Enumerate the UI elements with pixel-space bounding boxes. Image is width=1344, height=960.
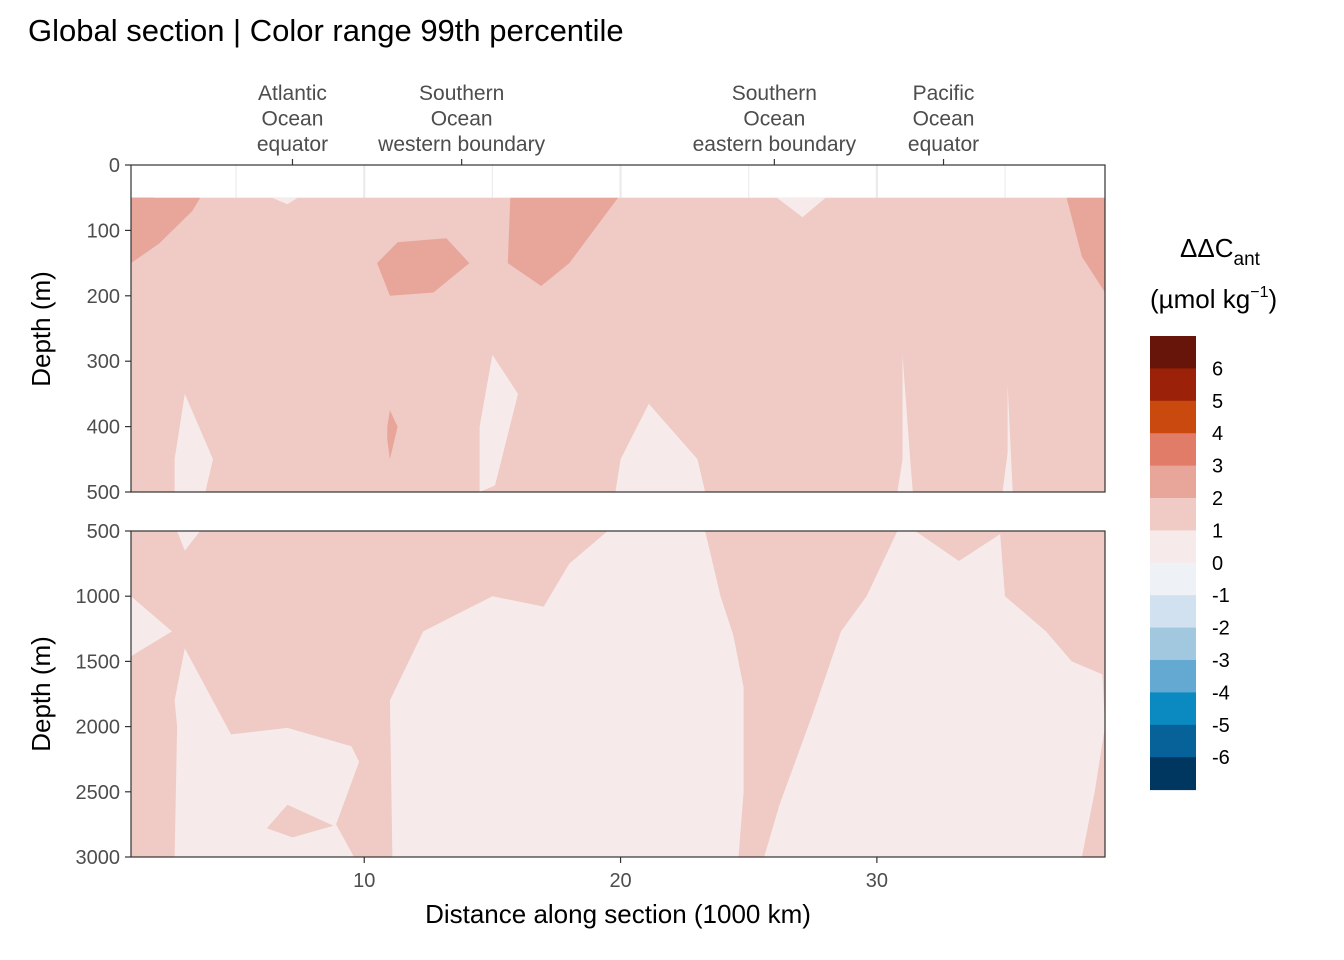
y-tick-label: 1000	[76, 586, 121, 608]
y-axis-title-lower: Depth (m)	[26, 636, 56, 752]
panel-upper: 0 100 200 300 400 500	[87, 155, 1106, 504]
legend-label: -4	[1212, 682, 1230, 704]
x-axis-ticks: 10 20 30	[353, 857, 888, 892]
top-tick-label: Southern	[419, 82, 504, 105]
panel-border	[130, 530, 1106, 858]
legend-label: 1	[1212, 520, 1223, 542]
legend-unit-superscript: −1	[1250, 284, 1268, 301]
legend-color-bar: 6 5 4 3 2 1 0 -1 -2 -3 -4 -5 -6	[1150, 336, 1230, 791]
contour-region	[266, 804, 334, 838]
panel-border	[130, 164, 1106, 493]
top-tick-label: Ocean	[743, 108, 805, 131]
y-tick-label: 200	[87, 286, 120, 308]
legend-key	[1150, 433, 1196, 467]
x-tick-label: 30	[866, 870, 888, 892]
y-tick-label: 100	[87, 220, 120, 242]
panel-lower: 500 1000 1500 2000 2500 3000	[76, 521, 1106, 869]
contour-region	[764, 531, 1105, 857]
contour-region	[479, 354, 518, 492]
contour-region	[272, 197, 298, 205]
legend-title-main: ΔΔC	[1180, 233, 1234, 263]
legend-unit: (µmol kg−1)	[1150, 284, 1277, 314]
y-tick-label: 2000	[76, 717, 121, 739]
top-tick-label: Atlantic	[258, 82, 327, 105]
legend-unit-close: )	[1268, 284, 1277, 314]
contour-region	[131, 197, 201, 264]
x-tick-label: 10	[353, 870, 375, 892]
legend-key	[1150, 757, 1196, 791]
top-tick-label: western boundary	[377, 133, 545, 156]
legend-key	[1150, 530, 1196, 564]
contour-region	[615, 403, 706, 492]
y-tick-label: 500	[87, 521, 120, 543]
contour-region	[897, 354, 913, 492]
y-tick-label: 500	[87, 482, 120, 504]
y-tick-label: 400	[87, 417, 120, 439]
contour-region	[1066, 197, 1105, 293]
legend-label: 0	[1212, 553, 1223, 575]
legend-label: -5	[1212, 715, 1230, 737]
section-location-labels: AtlanticOceanequatorSouthernOceanwestern…	[257, 82, 979, 165]
legend-title-subscript: ant	[1234, 249, 1261, 270]
legend-key	[1150, 724, 1196, 758]
legend-key	[1150, 595, 1196, 629]
legend-key	[1150, 660, 1196, 693]
y-tick-label: 3000	[76, 847, 121, 869]
legend-label: -1	[1212, 585, 1230, 607]
legend-key	[1150, 562, 1196, 596]
y-tick-label: 0	[109, 155, 120, 177]
y-axis-title-upper: Depth (m)	[26, 271, 56, 387]
legend-label: -3	[1212, 650, 1230, 672]
contour-region	[177, 531, 201, 551]
legend-label: 4	[1212, 423, 1223, 445]
legend-key	[1150, 465, 1196, 499]
top-tick-label: Ocean	[913, 108, 975, 131]
legend-unit-main: (µmol kg	[1150, 284, 1250, 314]
top-tick-label: Ocean	[262, 108, 324, 131]
top-tick-label: equator	[257, 133, 328, 156]
legend-key	[1150, 400, 1196, 434]
y-axis-ticks: 0 100 200 300 400 500	[87, 155, 131, 504]
contour-fill	[131, 531, 1105, 857]
legend-key	[1150, 368, 1196, 402]
plot-panels: 0 100 200 300 400 500 500 1000 1500 2000 2500 3000 1…	[76, 155, 1106, 892]
y-tick-label: 2500	[76, 782, 121, 804]
y-tick-label: 1500	[76, 651, 121, 673]
legend-label: -6	[1212, 747, 1230, 769]
contour-region	[174, 393, 213, 492]
chart-title: Global section | Color range 99th percen…	[28, 13, 624, 48]
contour-region	[507, 197, 618, 286]
legend-label: 3	[1212, 456, 1223, 478]
legend-key	[1150, 498, 1196, 531]
top-tick-label: Southern	[732, 82, 817, 105]
contour-region	[387, 410, 398, 460]
legend-label: 5	[1212, 391, 1223, 413]
legend-title: ΔΔCant	[1180, 233, 1261, 270]
top-tick-label: equator	[908, 133, 979, 156]
legend-key	[1150, 336, 1196, 369]
top-tick-label: Ocean	[431, 108, 493, 131]
top-tick-label: Pacific	[913, 82, 975, 105]
contour-region	[377, 238, 470, 296]
contour-region	[915, 531, 1005, 561]
legend-label: -2	[1212, 618, 1230, 640]
y-axis-ticks: 500 1000 1500 2000 2500 3000	[76, 521, 131, 869]
legend-key	[1150, 692, 1196, 726]
contour-region	[174, 648, 360, 857]
x-tick-label: 20	[609, 870, 631, 892]
legend-label: 6	[1212, 358, 1223, 380]
contour-region	[389, 531, 744, 857]
contour-fill	[131, 197, 1105, 492]
x-axis-title: Distance along section (1000 km)	[425, 899, 811, 929]
color-legend: ΔΔCant (µmol kg−1) 6 5 4 3 2 1 0 -1 -2 -3 -4 -5 -6	[1150, 233, 1277, 791]
legend-label: 2	[1212, 488, 1223, 510]
contour-background	[131, 197, 1105, 492]
y-tick-label: 300	[87, 351, 120, 373]
top-tick-label: eastern boundary	[693, 133, 857, 156]
contour-region	[1002, 384, 1013, 492]
contour-region	[776, 197, 826, 218]
contour-region	[131, 596, 172, 657]
legend-key	[1150, 627, 1196, 661]
